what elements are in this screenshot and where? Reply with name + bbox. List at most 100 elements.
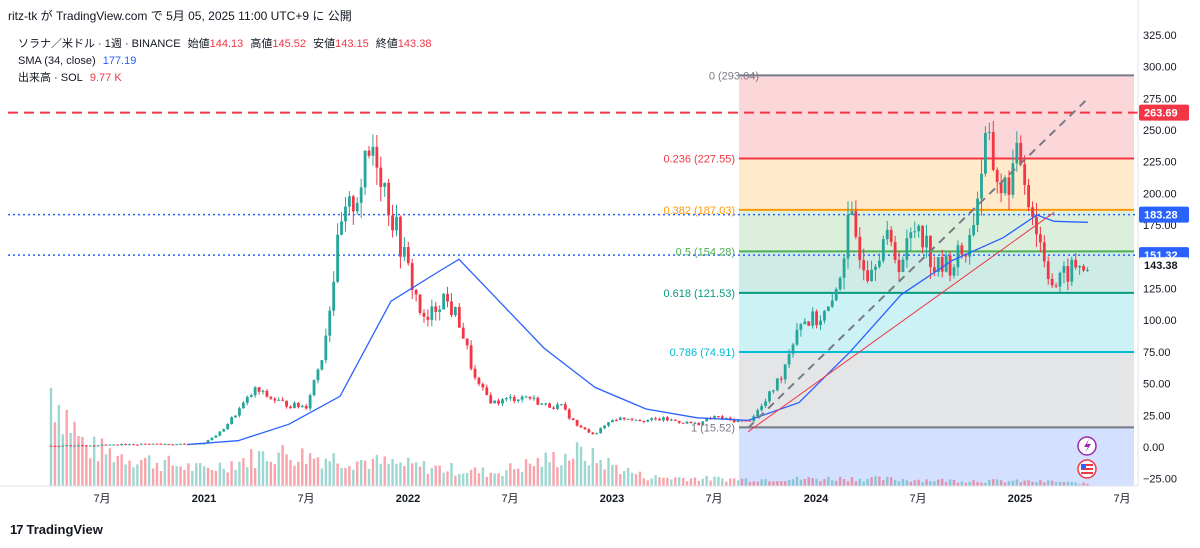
trendlines[interactable] (747, 97, 1089, 433)
volume-bar (195, 463, 198, 486)
volume-bar (206, 467, 210, 486)
price-tag: 183.28 (1139, 206, 1189, 223)
volume-bar (1027, 480, 1030, 486)
volume-bar (948, 479, 952, 486)
volume-bar (155, 462, 159, 486)
fibonacci-retracement[interactable] (739, 74, 1134, 486)
candle-body (135, 444, 139, 446)
volume-bar (458, 473, 461, 486)
candle-body (559, 404, 563, 406)
volume-bar (49, 387, 53, 486)
volume-row[interactable]: 出来高 · SOL 9.77 K (18, 70, 435, 87)
symbol-name[interactable]: ソラナ／米ドル · 1週 · BINANCE (18, 38, 181, 50)
volume-bar (803, 478, 807, 486)
volume-bar (937, 479, 940, 486)
candle-body (701, 421, 705, 426)
volume-bar (316, 457, 320, 486)
fib-level-label: 0.786 (74.91) (670, 347, 735, 359)
fib-zone (739, 251, 1134, 293)
candle-body (516, 399, 520, 402)
candle-body (1062, 266, 1066, 273)
candle-body (351, 196, 355, 212)
price-tick-label: 175.00 (1143, 220, 1177, 232)
price-tag-box (1139, 257, 1189, 274)
candle-body (878, 260, 881, 267)
candle-body (395, 216, 398, 231)
candle-body (658, 418, 661, 421)
volume-bar (905, 480, 909, 486)
volume-label: 出来高 · SOL (18, 72, 83, 84)
tradingview-footer[interactable]: 17 TradingView (10, 522, 103, 537)
volume-bar (344, 468, 347, 486)
candle-body (1027, 184, 1030, 208)
volume-bar (670, 479, 673, 486)
candle-body (603, 425, 606, 429)
volume-bar (273, 464, 276, 486)
candle-body (92, 445, 96, 447)
candle-body (595, 433, 599, 435)
volume-bar (442, 472, 445, 486)
sma-row[interactable]: SMA (34, close) 177.19 (18, 53, 435, 70)
volume-bar (815, 478, 818, 486)
candle-body (143, 443, 147, 445)
volume-bar (713, 476, 716, 486)
volume-bar (662, 477, 665, 486)
candle-body (665, 417, 669, 421)
candle-body (347, 196, 351, 207)
candle-body (210, 437, 214, 441)
candle-body (548, 403, 552, 408)
low-value: 143.15 (335, 38, 369, 50)
volume-bar (956, 482, 960, 486)
candle-body (540, 403, 544, 405)
volume-bar (395, 463, 398, 486)
candle-body (901, 259, 905, 272)
volume-bar (909, 481, 913, 486)
candle-body (646, 420, 650, 422)
volume-bar (838, 476, 842, 486)
candle-body (826, 306, 830, 311)
candle-body (65, 445, 69, 447)
open-label: 始値 (187, 38, 210, 50)
candle-body (587, 429, 591, 433)
candle-body (740, 420, 744, 422)
time-axis[interactable]: 7月 2021 7月 2022 7月 2023 7月 2024 7月 2025 7月 (0, 485, 1138, 505)
price-axis[interactable]: 325.00 300.00 275.00 250.00 225.00 200.00 175.… (1137, 0, 1177, 486)
price-tick-label: 0.00 (1143, 442, 1164, 454)
candle-body (363, 150, 367, 188)
candle-body (693, 422, 697, 424)
tradingview-logo-icon: 17 (10, 522, 24, 537)
volume-bar (729, 478, 732, 486)
volume-bar (116, 455, 119, 486)
volume-bar (607, 458, 610, 486)
candle-body (461, 327, 465, 339)
candle-body (96, 445, 100, 447)
candle-body (206, 440, 210, 444)
event-icons[interactable] (1077, 436, 1097, 479)
volume-bar (81, 436, 84, 486)
time-tick-label: 7月 (501, 493, 518, 505)
fib-zone (739, 352, 1134, 428)
candle-body (308, 395, 312, 409)
volume-bar (1019, 482, 1022, 486)
volume-bar (642, 478, 646, 486)
candle-body (917, 225, 921, 232)
candle-body (497, 400, 500, 404)
candle-body (88, 445, 92, 447)
site-name[interactable]: TradingView.com (56, 9, 148, 23)
volume-bar (964, 482, 967, 486)
volume-bar (748, 481, 752, 486)
candle-body (783, 364, 787, 380)
candle-body (669, 419, 673, 421)
candle-body (803, 321, 807, 325)
candle-body (846, 214, 850, 259)
volume-bar (768, 481, 771, 486)
author-name[interactable]: ritz-tk (8, 9, 38, 23)
candle-body (367, 150, 371, 156)
fib-zone (739, 427, 1134, 486)
volume-bar (100, 438, 104, 486)
lightning-icon[interactable] (1077, 436, 1097, 456)
candle-body (768, 391, 771, 402)
candle-body (874, 266, 877, 270)
us-flag-icon[interactable] (1077, 459, 1097, 479)
